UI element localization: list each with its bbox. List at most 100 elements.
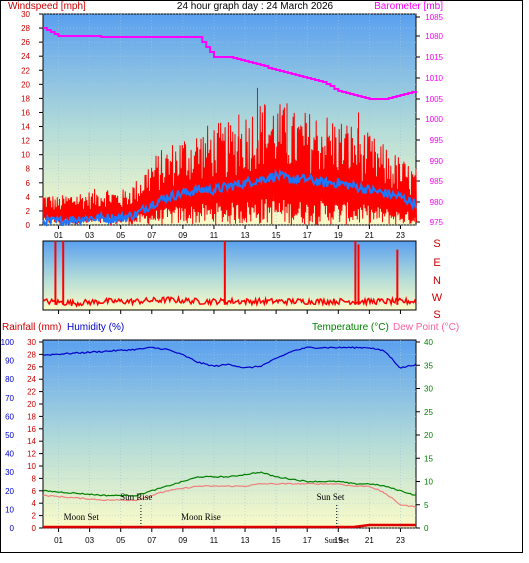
windspeed-tick: 24	[21, 52, 30, 61]
temperature-tick: 40	[424, 338, 433, 347]
humidity-axis-title: Humidity (%)	[67, 322, 124, 333]
hour-label: 17	[303, 231, 312, 240]
humidity-tick: 70	[5, 394, 14, 403]
rainfall-tick: 30	[27, 338, 36, 347]
rainfall-tick: 0	[32, 524, 37, 533]
hour-label: 11	[210, 231, 219, 240]
series-humidity	[42, 346, 417, 369]
temperature-tick: 35	[424, 361, 433, 370]
series-wind-average	[42, 168, 417, 227]
hour-label: 23	[396, 231, 405, 240]
rainfall-tick: 20	[27, 400, 36, 409]
hour-label: 17	[303, 536, 312, 545]
windspeed-tick: 30	[21, 10, 30, 19]
hour-label: 03	[85, 231, 94, 240]
temperature-axis-title: Temperature (°C)	[312, 322, 389, 333]
windspeed-tick: 28	[21, 24, 30, 33]
windspeed-tick: 8	[26, 165, 31, 174]
annotation-label: Sun Rise	[120, 492, 152, 502]
barometer-tick: 990	[430, 157, 444, 166]
series-temperature	[42, 471, 416, 497]
windspeed-tick: 16	[21, 108, 30, 117]
barometer-tick: 980	[430, 198, 444, 207]
hour-label: 21	[365, 536, 374, 545]
humidity-tick: 50	[5, 431, 14, 440]
direction-label: W	[432, 292, 443, 304]
windspeed-tick: 2	[26, 207, 31, 216]
hour-label: 21	[365, 231, 374, 240]
hour-label: 23	[396, 536, 405, 545]
hour-label: 07	[147, 231, 156, 240]
hour-label: 11	[210, 536, 219, 545]
rainfall-tick: 24	[27, 375, 36, 384]
direction-label: S	[433, 238, 440, 250]
series-rainfall	[43, 523, 416, 529]
annotation-label: Moon Rise	[181, 512, 221, 522]
barometer-tick: 1000	[425, 115, 443, 124]
barometer-tick: 985	[430, 177, 444, 186]
barometer-tick: 995	[430, 136, 444, 145]
plot-area-3	[42, 339, 417, 529]
windspeed-tick: 20	[21, 80, 30, 89]
series-barometer	[43, 27, 417, 100]
series-dewpoint	[42, 482, 417, 509]
temperature-tick: 15	[424, 454, 433, 463]
rainfall-tick: 22	[27, 388, 36, 397]
annotation-label: Sun Set	[317, 492, 345, 502]
hour-label: 13	[241, 536, 250, 545]
barometer-tick: 1080	[425, 32, 443, 41]
rainfall-tick: 12	[27, 450, 36, 459]
rainfall-tick: 6	[32, 487, 37, 496]
humidity-tick: 80	[5, 375, 14, 384]
rainfall-tick: 28	[27, 350, 36, 359]
windspeed-tick: 4	[26, 193, 31, 202]
hour-label: 03	[85, 536, 94, 545]
temperature-tick: 20	[424, 431, 433, 440]
hour-label: 01	[54, 536, 63, 545]
humidity-tick: 10	[5, 505, 14, 514]
direction-label: S	[433, 309, 440, 321]
windspeed-tick: 18	[21, 94, 30, 103]
hour-label: 07	[147, 536, 156, 545]
humidity-tick: 60	[5, 412, 14, 421]
chart-title: 24 hour graph day : 24 March 2026	[177, 1, 334, 12]
temperature-tick: 25	[424, 408, 433, 417]
hour-label: 01	[54, 231, 63, 240]
windspeed-tick: 26	[21, 38, 30, 47]
windspeed-tick: 14	[21, 123, 30, 132]
rainfall-tick: 18	[27, 412, 36, 421]
humidity-tick: 0	[10, 524, 15, 533]
humidity-tick: 30	[5, 468, 14, 477]
temperature-tick: 5	[424, 501, 429, 510]
windspeed-tick: 10	[21, 151, 30, 160]
temperature-tick: 30	[424, 385, 433, 394]
humidity-tick: 40	[5, 450, 14, 459]
barometer-tick: 1005	[425, 95, 443, 104]
barometer-tick: 1010	[425, 74, 443, 83]
hour-label: 15	[272, 536, 281, 545]
rainfall-tick: 10	[27, 462, 36, 471]
temperature-tick: 10	[424, 478, 433, 487]
barometer-tick: 1015	[425, 53, 443, 62]
windspeed-axis-title: Windspeed [mph]	[8, 1, 86, 12]
windspeed-tick: 0	[26, 221, 31, 230]
rainfall-axis-title: Rainfall (mm)	[2, 322, 61, 333]
windspeed-tick: 6	[26, 179, 31, 188]
hour-label: 05	[116, 231, 125, 240]
rainfall-tick: 8	[32, 474, 37, 483]
hour-label: 19	[334, 231, 343, 240]
plot-area-2	[42, 240, 417, 311]
hour-label: 13	[241, 231, 250, 240]
rainfall-tick: 16	[27, 425, 36, 434]
direction-label: N	[433, 275, 441, 287]
humidity-tick: 90	[5, 357, 14, 366]
barometer-tick: 1085	[425, 13, 443, 22]
hour-label: 19	[334, 536, 343, 545]
rainfall-tick: 2	[32, 512, 37, 521]
sun-set-bottom-label: Sun Set	[324, 536, 349, 545]
windspeed-tick: 12	[21, 137, 30, 146]
hour-label: 09	[178, 536, 187, 545]
annotation-label: Moon Set	[64, 512, 100, 522]
temperature-tick: 0	[424, 524, 429, 533]
